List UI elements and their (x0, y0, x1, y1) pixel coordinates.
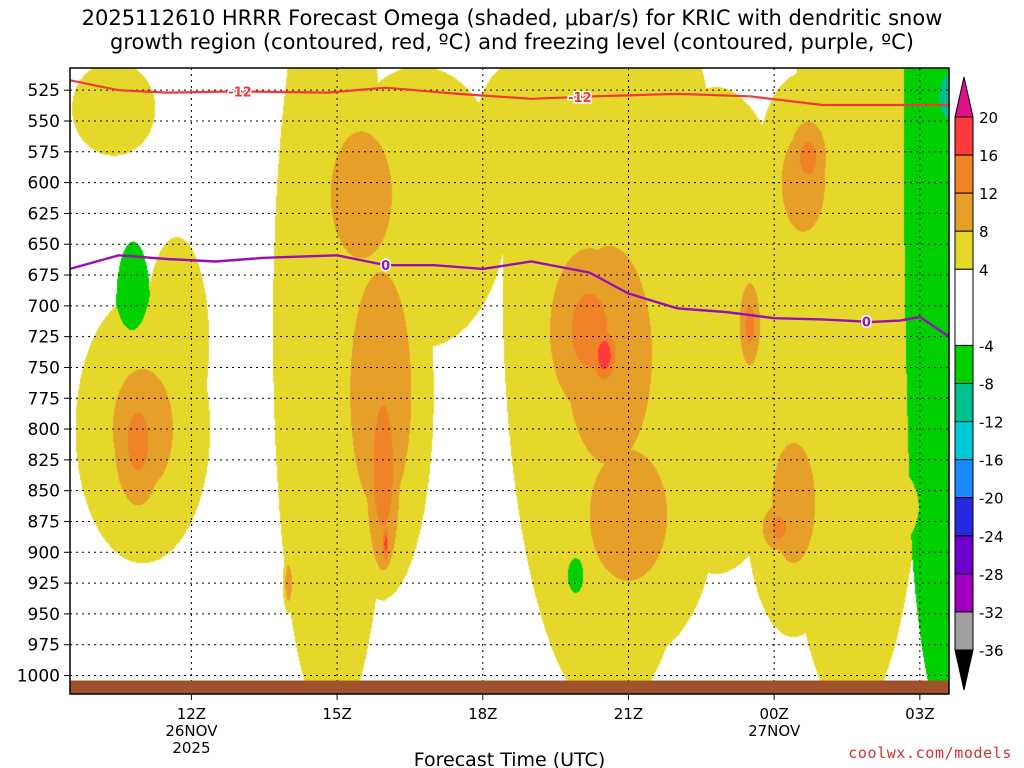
y-tick-label-875: 875 (28, 512, 60, 532)
chart-title-line-1: 2025112610 HRRR Forecast Omega (shaded, … (81, 6, 943, 30)
dgz-contour-label-0: -12 (228, 85, 252, 100)
colorbar-label--12: -12 (979, 414, 1004, 432)
y-tick-label-975: 975 (28, 636, 60, 656)
colorbar-label--24: -24 (979, 528, 1004, 546)
colorbar-band-8 (954, 192, 974, 232)
chart-title: 2025112610 HRRR Forecast Omega (shaded, … (0, 6, 1024, 54)
x-year-label-12Z: 2025 (172, 739, 210, 757)
grid-lines (70, 68, 949, 694)
colorbar-band--8 (954, 344, 974, 384)
y-tick-label-950: 950 (28, 605, 60, 625)
y-tick-label-750: 750 (28, 358, 60, 378)
colorbar-label--28: -28 (979, 566, 1004, 584)
y-tick-label-900: 900 (28, 543, 60, 563)
y-tick-label-525: 525 (28, 81, 60, 101)
colorbar-band--32 (954, 573, 974, 613)
colorbar-band--4 (954, 268, 974, 346)
ground-strip (70, 680, 949, 694)
colorbar-label-4: 4 (979, 261, 989, 279)
chart-title-line-2: growth region (contoured, red, ºC) and f… (110, 30, 914, 54)
y-tick-label-775: 775 (28, 389, 60, 409)
y-tick-label-800: 800 (28, 420, 60, 440)
omega-shading (70, 68, 949, 694)
x-tick-label-03Z: 03Z (905, 705, 934, 723)
x-tick-label-18Z: 18Z (468, 705, 497, 723)
credit-text: coolwx.com/models (848, 744, 1012, 762)
y-tick-label-625: 625 (28, 204, 60, 224)
y-tick-label-650: 650 (28, 235, 60, 255)
freezing-level-contour (70, 254, 949, 338)
colorbar-label--8: -8 (979, 376, 994, 394)
colorbar-label--20: -20 (979, 490, 1004, 508)
y-tick-label-925: 925 (28, 574, 60, 594)
x-tick-label-12Z: 12Z (177, 705, 206, 723)
dgz-minus12-contour (70, 79, 949, 107)
colorbar-label--4: -4 (979, 337, 994, 355)
y-tick-label-600: 600 (28, 174, 60, 194)
colorbar-label--32: -32 (979, 604, 1004, 622)
colorbar: 20 16 12 8 4 -4 -8 -12 -16 -20 -24 -28 -32 -36 (954, 76, 1004, 691)
x-tick-label-15Z: 15Z (322, 705, 351, 723)
colorbar-label-20: 20 (979, 109, 998, 127)
colorbar-band--24 (954, 497, 974, 537)
colorbar-band--36 (954, 611, 974, 651)
plot-frame (69, 67, 950, 695)
freezing-contour-label-0: 0 (381, 259, 390, 274)
colorbar-band--20 (954, 459, 974, 499)
colorbar-band-12 (954, 154, 974, 194)
colorbar-band--16 (954, 421, 974, 461)
y-tick-label-825: 825 (28, 451, 60, 471)
y-tick-label-1000: 1000 (17, 667, 60, 687)
y-tick-label-575: 575 (28, 143, 60, 163)
x-date-label-00Z: 27NOV (748, 722, 801, 740)
y-axis: 525 550 575 600 625 650 675 700 725 750 775 800 825 8… (17, 81, 70, 687)
colorbar-band-16 (954, 116, 974, 156)
colorbar-top-arrow (954, 76, 974, 118)
freezing-contour-label-1: 0 (862, 316, 871, 331)
x-axis-title: Forecast Time (UTC) (414, 749, 605, 768)
colorbar-label-12: 12 (979, 185, 998, 203)
colorbar-label--16: -16 (979, 452, 1004, 470)
x-tick-label-21Z: 21Z (614, 705, 643, 723)
y-tick-label-725: 725 (28, 328, 60, 348)
y-tick-label-850: 850 (28, 482, 60, 502)
y-tick-label-550: 550 (28, 112, 60, 132)
y-tick-label-700: 700 (28, 297, 60, 317)
colorbar-band--12 (954, 383, 974, 423)
contour-lines: -12 -12 0 0 (70, 79, 949, 338)
colorbar-label-16: 16 (979, 147, 998, 165)
x-date-label-12Z: 26NOV (165, 722, 218, 740)
colorbar-label--36: -36 (979, 642, 1004, 660)
plot-area: -12 -12 0 0 (69, 67, 950, 695)
dgz-contour-label-1: -12 (568, 91, 592, 106)
x-tick-label-00Z: 00Z (759, 705, 788, 723)
colorbar-bottom-arrow (954, 649, 974, 691)
colorbar-band-4 (954, 230, 974, 270)
y-tick-label-675: 675 (28, 266, 60, 286)
colorbar-label-8: 8 (979, 223, 989, 241)
colorbar-band--28 (954, 535, 974, 575)
